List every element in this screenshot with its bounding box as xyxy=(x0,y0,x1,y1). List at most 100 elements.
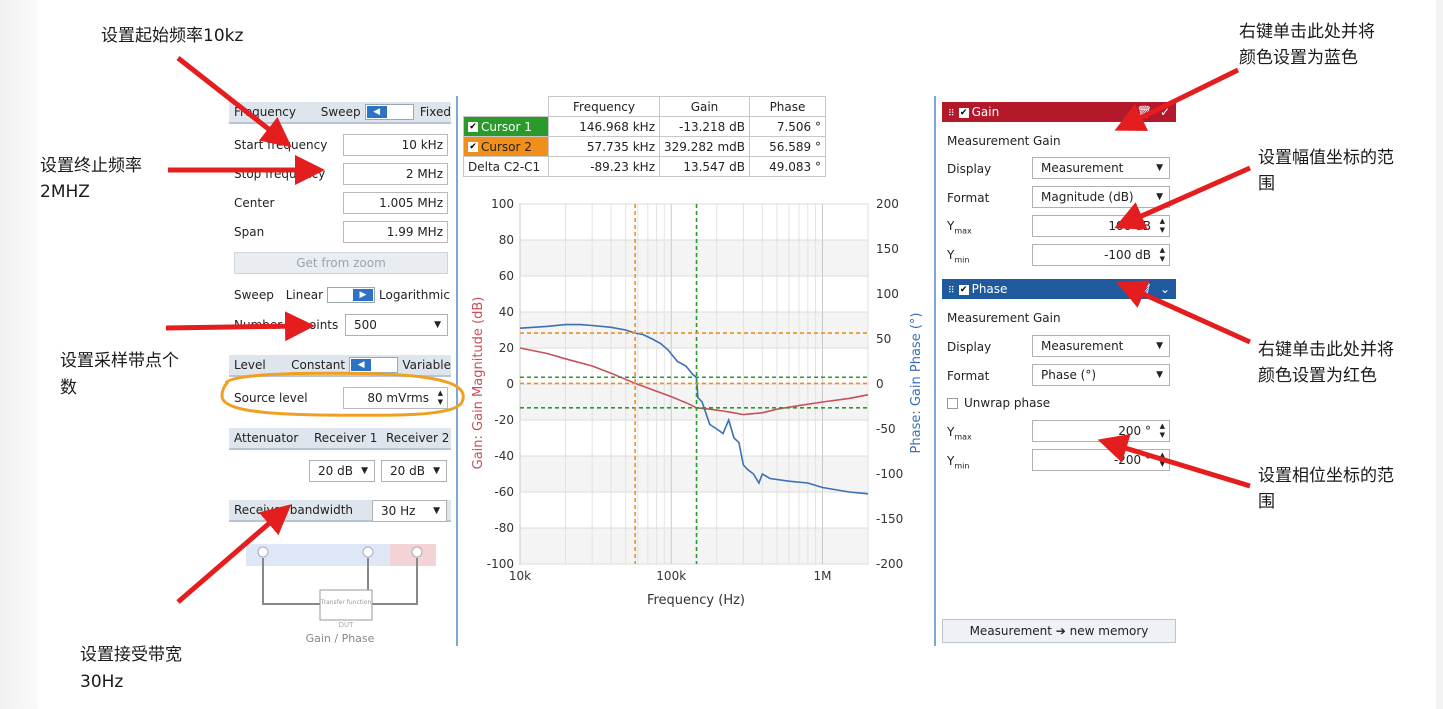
annotation-bandwidth-line1: 设置接受带宽 xyxy=(80,645,182,665)
checkbox-checked-icon[interactable]: ✔ xyxy=(468,122,478,132)
phase-format-select[interactable]: Phase (°) ▼ xyxy=(1032,364,1170,386)
phase-ymin-label: Ymin xyxy=(947,454,969,470)
y-right-tick-label: 150 xyxy=(876,242,899,256)
drag-handle-icon[interactable]: ⠿ xyxy=(948,109,955,119)
phase-trace-header[interactable]: ⠿ ✔ Phase 🗑 ⌄ xyxy=(942,279,1176,299)
cursor2-phase: 56.589 ° xyxy=(748,136,826,157)
phase-ymin-letter: Y xyxy=(947,454,955,468)
chevron-down-icon[interactable]: ✓ xyxy=(1159,105,1170,119)
phase-ymax-label: Ymax xyxy=(947,425,972,441)
y-left-tick-label: -100 xyxy=(487,557,514,571)
chevron-down-icon: ▼ xyxy=(1156,163,1163,173)
level-mode-toggle[interactable]: ◀ xyxy=(349,357,399,373)
gain-ymax-input[interactable]: 100 dB ▲ ▼ xyxy=(1032,215,1170,237)
chevron-down-icon[interactable]: ⌄ xyxy=(1159,282,1170,296)
span-input[interactable]: 1.99 MHz xyxy=(343,221,448,243)
phase-display-select[interactable]: Measurement ▼ xyxy=(1032,335,1170,357)
gain-format-value: Magnitude (dB) xyxy=(1041,190,1134,204)
table-row: Delta C2-C1 -89.23 kHz 13.547 dB 49.083 … xyxy=(463,156,826,177)
gain-ymax-label: Ymax xyxy=(947,219,972,235)
unwrap-phase-checkbox[interactable] xyxy=(947,398,958,409)
drag-handle-icon[interactable]: ⠿ xyxy=(948,286,955,296)
source-level-input[interactable]: 80 mVrms ▲ ▼ xyxy=(343,387,448,409)
left-splitter[interactable] xyxy=(456,96,458,646)
right-splitter[interactable] xyxy=(934,96,936,646)
get-from-zoom-button[interactable]: Get from zoom xyxy=(234,252,448,274)
y-right-tick-label: 50 xyxy=(876,332,891,346)
attenuator-label: Attenuator xyxy=(234,431,299,445)
spinner-arrows-icon: ▲ ▼ xyxy=(1159,217,1165,234)
receiver1-attenuator-select[interactable]: 20 dB ▼ xyxy=(309,460,375,482)
delete-icon[interactable]: 🗑 xyxy=(1136,105,1152,119)
stop-frequency-label: Stop frequency xyxy=(234,167,326,181)
start-frequency-label: Start frequency xyxy=(234,138,328,152)
gain-ymax-letter: Y xyxy=(947,219,955,233)
new-memory-button[interactable]: Measurement ➔ new memory xyxy=(942,619,1176,643)
annotation-gain-range-line2: 围 xyxy=(1258,174,1275,194)
receiver-bandwidth-select[interactable]: 30 Hz ▼ xyxy=(372,500,447,522)
frequency-mode-toggle[interactable]: ◀ xyxy=(364,104,414,120)
y-left-tick-label: -40 xyxy=(494,449,514,463)
x-axis-label: Frequency (Hz) xyxy=(647,593,745,608)
cursor1-phase: 7.506 ° xyxy=(748,116,826,137)
delta-phase: 49.083 ° xyxy=(748,156,826,177)
diagram-port-icon xyxy=(411,546,423,558)
center-input[interactable]: 1.005 MHz xyxy=(343,192,448,214)
annotation-start-frequency: 设置起始频率10kz xyxy=(101,26,244,46)
connection-diagram: Transfer function DUT Gain / Phase xyxy=(246,544,436,645)
number-of-points-select[interactable]: 500 ▼ xyxy=(345,314,448,336)
dut-label: DUT xyxy=(339,621,355,629)
delta-name: Delta C2-C1 xyxy=(463,156,549,177)
spinner-arrows-icon: ▲ ▼ xyxy=(1159,422,1165,439)
checkbox-checked-icon[interactable]: ✔ xyxy=(958,284,969,295)
stop-frequency-input[interactable]: 2 MHz xyxy=(343,163,448,185)
delete-icon[interactable]: 🗑 xyxy=(1136,282,1152,296)
gain-format-select[interactable]: Magnitude (dB) ▼ xyxy=(1032,186,1170,208)
logarithmic-option-label: Logarithmic xyxy=(379,288,450,302)
gain-measurement-value: Gain xyxy=(1033,134,1061,148)
y-left-tick-label: 60 xyxy=(499,269,514,283)
toggle-right-arrow-icon: ▶ xyxy=(353,289,373,301)
x-tick-label: 10k xyxy=(509,569,531,583)
phase-ymax-input[interactable]: 200 ° ▲ ▼ xyxy=(1032,420,1170,442)
phase-format-value: Phase (°) xyxy=(1041,368,1097,382)
y-right-tick-label: 0 xyxy=(876,377,884,391)
diagram-bar xyxy=(246,544,436,566)
y-right-tick-label: 200 xyxy=(876,197,899,211)
phase-format-label: Format xyxy=(947,369,990,383)
phase-ymax-sub: max xyxy=(954,432,972,442)
cursor1-cell[interactable]: ✔ Cursor 1 xyxy=(463,116,549,137)
cursor2-cell[interactable]: ✔ Cursor 2 xyxy=(463,136,549,157)
unwrap-phase-row[interactable]: Unwrap phase xyxy=(947,396,1050,410)
receiver2-label: Receiver 2 xyxy=(386,431,450,445)
sweep-option-label: Sweep xyxy=(320,105,361,119)
checkbox-checked-icon[interactable]: ✔ xyxy=(958,107,969,118)
sweep-scale-toggle[interactable]: ▶ xyxy=(327,287,375,303)
phase-display-value: Measurement xyxy=(1041,339,1124,353)
y-right-tick-label: -150 xyxy=(876,512,903,526)
checkbox-checked-icon[interactable]: ✔ xyxy=(468,142,478,152)
phase-ymin-input[interactable]: -200 ° ▲ ▼ xyxy=(1032,449,1170,471)
chevron-down-icon: ▼ xyxy=(434,320,441,330)
gain-trace-header[interactable]: ⠿ ✔ Gain 🗑 ✓ xyxy=(942,102,1176,122)
start-frequency-input[interactable]: 10 kHz xyxy=(343,134,448,156)
annotation-gain-color-line1: 右键单击此处并将 xyxy=(1239,22,1375,42)
number-of-points-value: 500 xyxy=(354,318,377,332)
gain-ymin-sub: min xyxy=(954,255,970,265)
frequency-section-label: Frequency xyxy=(234,105,296,119)
y-right-tick-label: -100 xyxy=(876,467,903,481)
constant-option-label: Constant xyxy=(291,358,346,372)
y-left-tick-label: 20 xyxy=(499,341,514,355)
cursor2-gain: 329.282 mdB xyxy=(659,136,750,157)
annotation-phase-color-line1: 右键单击此处并将 xyxy=(1258,340,1394,360)
annotation-stop-frequency-line2: 2MHZ xyxy=(40,182,90,202)
diagram-wire xyxy=(372,558,418,605)
bode-chart[interactable]: 100806040200-20-40-60-80-100200150100500… xyxy=(462,185,932,615)
level-section-label: Level xyxy=(234,358,266,372)
y-left-tick-label: 0 xyxy=(506,377,514,391)
receiver2-attenuator-select[interactable]: 20 dB ▼ xyxy=(381,460,447,482)
spinner-arrows-icon: ▲ ▼ xyxy=(1159,246,1165,263)
gain-display-select[interactable]: Measurement ▼ xyxy=(1032,157,1170,179)
y-left-tick-label: 100 xyxy=(491,197,514,211)
gain-ymin-input[interactable]: -100 dB ▲ ▼ xyxy=(1032,244,1170,266)
